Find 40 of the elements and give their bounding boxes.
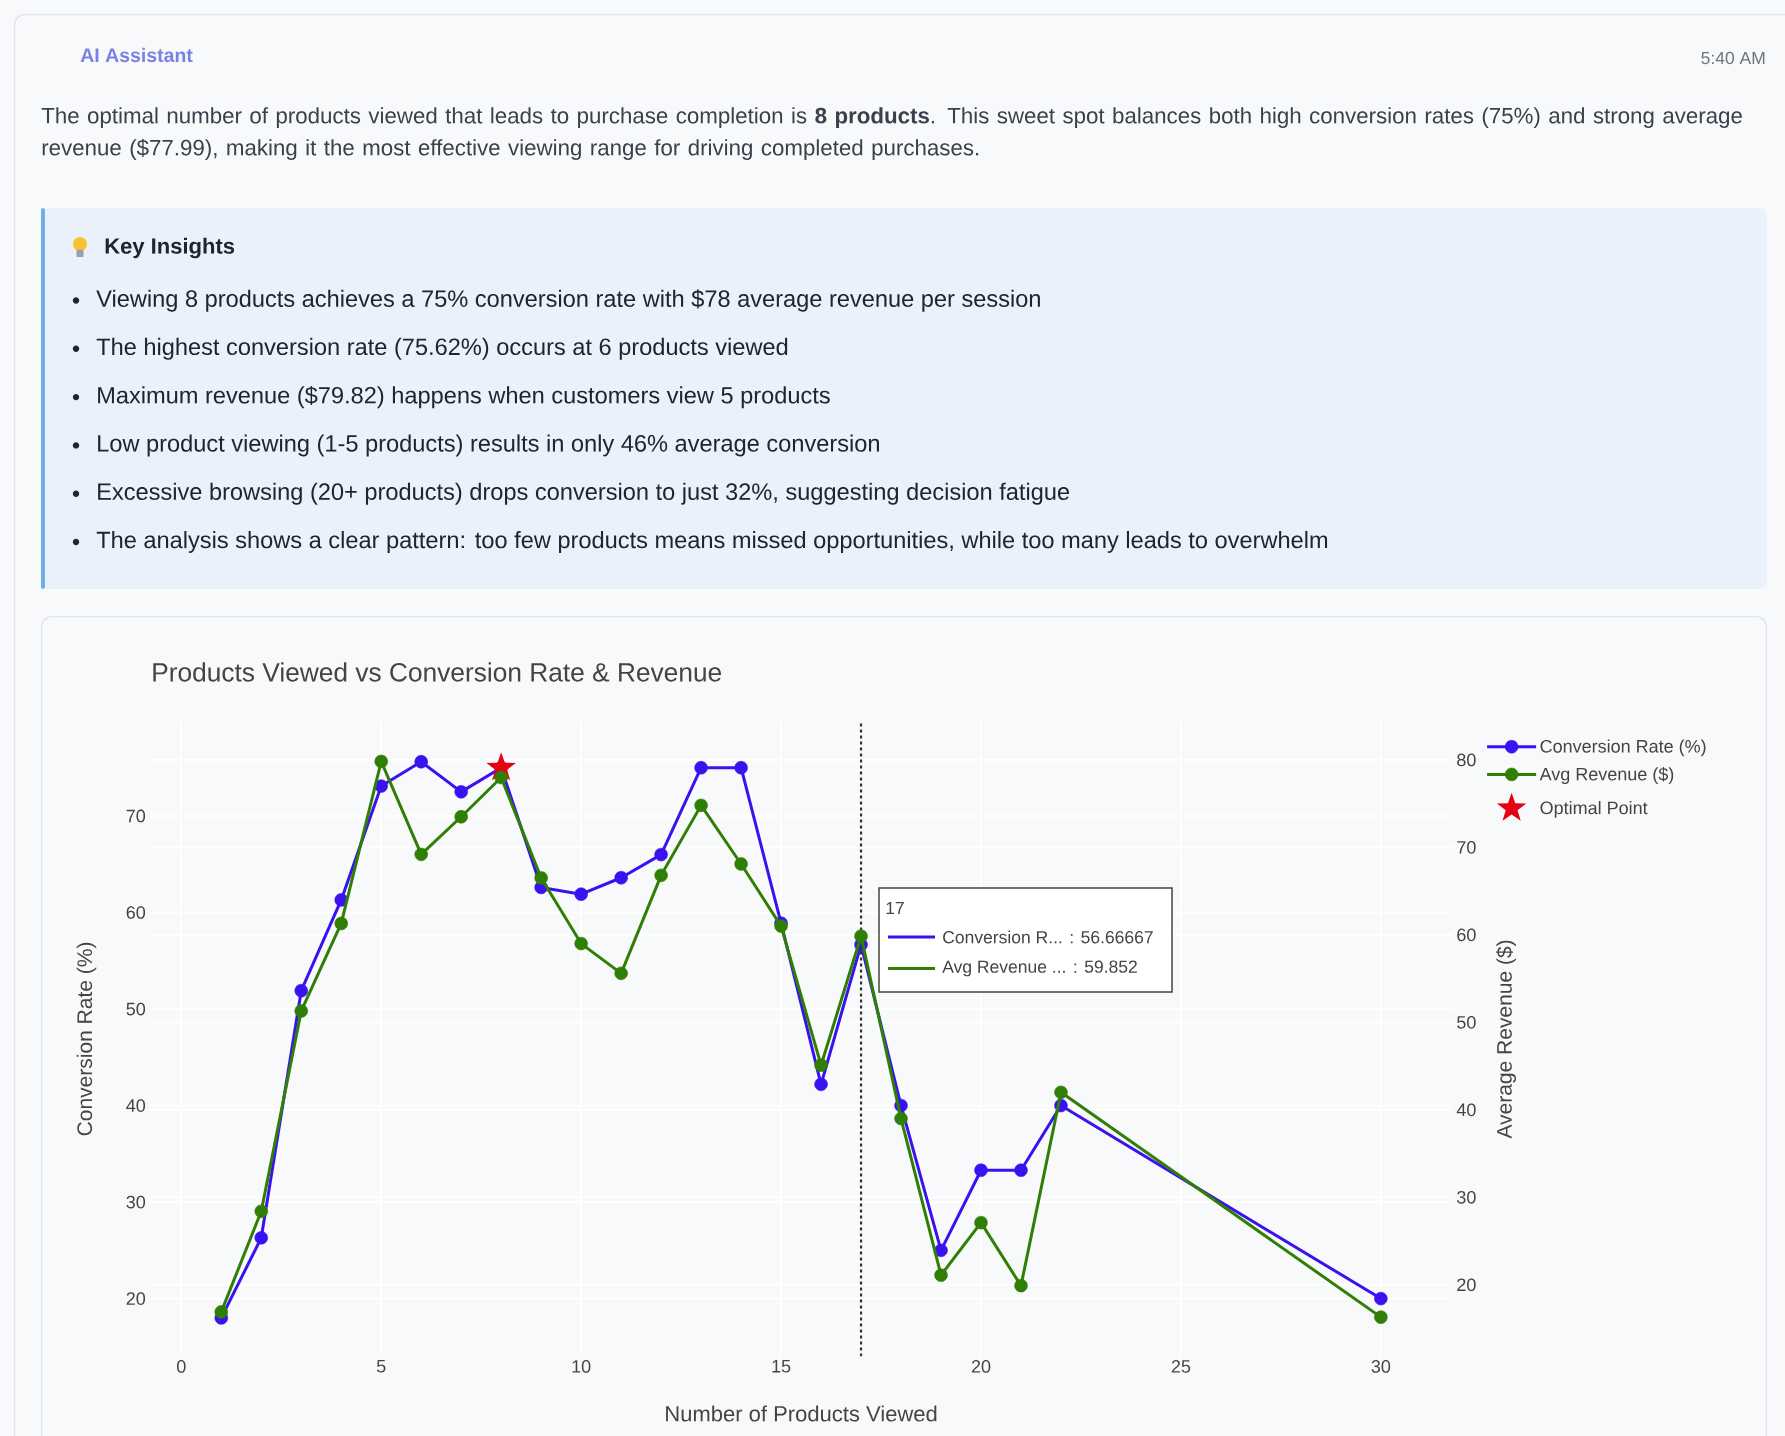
y2-tick-label: 70 [1457, 841, 1476, 854]
x-tick-label: 20 [971, 1360, 991, 1373]
y2-tick-label: 20 [1457, 1278, 1476, 1292]
y2-tick-label: 80 [1457, 753, 1476, 767]
text: 5:40 AM [1701, 51, 1765, 65]
text: The analysis shows a clear pattern: too few products means missed opportunities, while too many leads to overwhelm [96, 531, 1328, 553]
x-tick-label: 25 [1171, 1360, 1191, 1373]
y2-tick-label: 40 [1456, 1103, 1476, 1117]
x-tick-label: 30 [1371, 1360, 1391, 1373]
y-tick-label: 20 [126, 1292, 146, 1305]
legend-label: Avg Revenue ($) [1539, 766, 1674, 785]
y2-tick-label: 50 [1457, 1015, 1476, 1029]
legend-label: Conversion Rate (%) [1540, 739, 1706, 757]
text: Viewing 8 products achieves a 75% conversion rate with $78 average revenue per session [96, 289, 1040, 312]
text: Excessive browsing (20+ products) drops conversion to just 32%, suggesting decision fatigue [98, 482, 1070, 505]
y2-tick-label: 60 [1457, 928, 1476, 942]
y-tick-label: 70 [126, 809, 146, 823]
y-tick-label: 30 [126, 1195, 146, 1209]
y-axis-title: Conversion Rate (%) [76, 942, 97, 1136]
y2-tick-label: 30 [1457, 1190, 1476, 1204]
text: Low product viewing (1-5 products) results in only 46% average conversion [98, 434, 879, 457]
x-axis-title: Number of Products Viewed [666, 1405, 937, 1422]
text: Maximum revenue ($79.82) happens when customers view 5 products [98, 385, 830, 409]
text: The highest conversion rate (75.62%) occurs at 6 products viewed [96, 337, 788, 360]
annotation: 17 [886, 901, 904, 915]
annotation: Avg Revenue ... : 59.852 [942, 960, 1137, 977]
text: AI Assistant [80, 47, 193, 63]
y-tick-label: 60 [126, 906, 146, 919]
text: The optimal number of products viewed that leads to purchase completion is 8 products. This sweet spot balances both high conversion rates (75%) and strong average revenue ($77.99), making it the most effective viewing range for driving completed purchases. [41, 107, 1742, 160]
y-tick-label: 40 [126, 1099, 146, 1112]
x-tick-label: 10 [572, 1360, 591, 1373]
y2-axis-title: Average Revenue ($) [1496, 940, 1516, 1139]
x-tick-label: 15 [772, 1360, 791, 1373]
annotation: Conversion R... : 56.66667 [943, 930, 1153, 944]
legend-label: Optimal Point [1540, 801, 1648, 818]
x-tick-label: 5 [376, 1360, 386, 1373]
x-tick-label: 0 [176, 1360, 186, 1373]
chart-title: Products Viewed vs Conversion Rate & Revenue [153, 662, 722, 682]
y-tick-label: 50 [126, 1002, 146, 1016]
text: Key Insights [105, 237, 235, 259]
